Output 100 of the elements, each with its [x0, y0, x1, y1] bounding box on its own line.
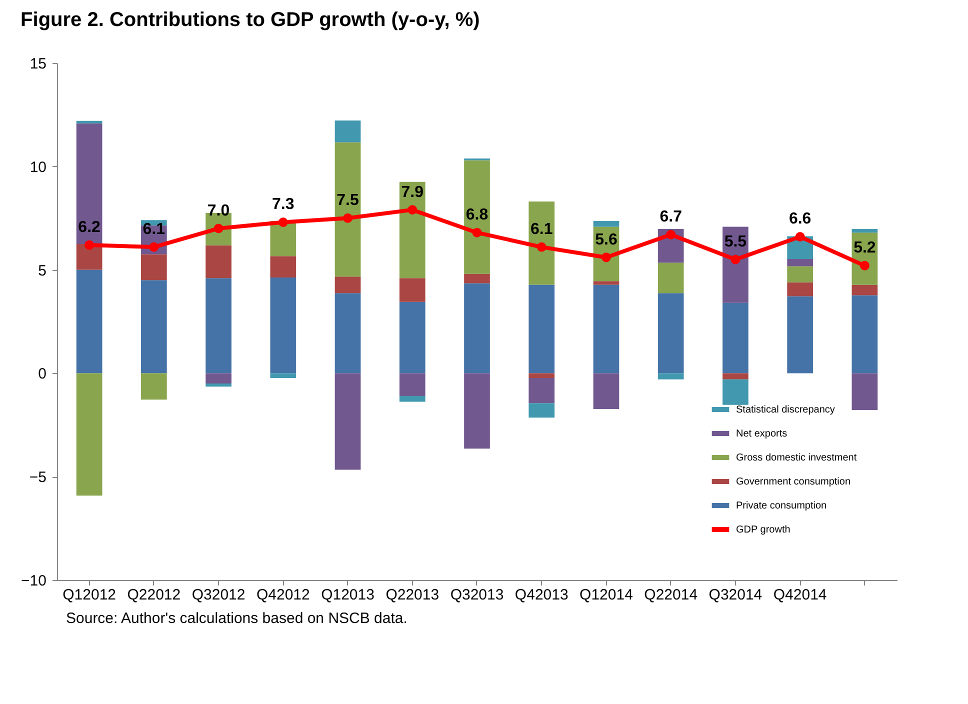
- point: [84, 240, 94, 250]
- point: [472, 228, 482, 238]
- data-label: 6.1: [530, 221, 553, 238]
- bar: [334, 276, 361, 294]
- x-tick-label: Q22012: [127, 586, 181, 604]
- legend-label: Private consumption: [736, 500, 827, 512]
- bar: [464, 373, 490, 449]
- bar: [722, 373, 748, 380]
- y-tick-label: 5: [38, 262, 46, 280]
- data-label: 5.5: [724, 233, 747, 250]
- bar: [206, 245, 232, 278]
- bar: [76, 373, 102, 496]
- x-tick-label: Q42013: [514, 586, 568, 604]
- bar: [722, 226, 748, 303]
- bar: [787, 282, 813, 296]
- legend-label: Government consumption: [736, 476, 851, 488]
- bar: [464, 160, 490, 274]
- bar: [270, 373, 296, 378]
- point: [408, 205, 418, 215]
- bar: [270, 277, 296, 374]
- bar: [852, 373, 878, 410]
- legend-label: GDP growth: [736, 524, 790, 536]
- point: [149, 242, 159, 252]
- source-note: Source: Author's calculations based on NSCB data.: [66, 610, 408, 627]
- bar: [658, 293, 684, 374]
- bar: [528, 373, 555, 378]
- bar: [76, 123, 102, 244]
- bar: [206, 384, 232, 387]
- data-label: 6.1: [142, 221, 166, 238]
- data-label: 6.2: [78, 218, 101, 236]
- bar: [852, 295, 878, 374]
- y-tick-label: 15: [30, 56, 46, 72]
- data-label: 5.6: [595, 231, 618, 248]
- data-label: 7.3: [272, 196, 294, 214]
- bar: [787, 296, 813, 374]
- bar: [399, 373, 426, 396]
- data-label: 6.7: [660, 208, 682, 226]
- bar: [334, 293, 361, 374]
- data-label: 6.6: [788, 210, 812, 228]
- bar: [141, 280, 167, 374]
- bar: [270, 256, 296, 278]
- point: [860, 260, 870, 270]
- data-label: 5.2: [854, 240, 876, 257]
- y-tick-label: 0: [38, 366, 46, 383]
- bar: [399, 278, 426, 302]
- bar: [334, 142, 361, 277]
- bar: [206, 373, 232, 384]
- data-label: 6.8: [466, 206, 488, 224]
- bar: [852, 284, 878, 296]
- point: [536, 242, 546, 252]
- bar: [528, 378, 555, 404]
- chart-title: Figure 2. Contributions to GDP growth (y-o-y, %): [20, 9, 480, 31]
- bar: [593, 373, 620, 409]
- x-tick-label: Q42014: [773, 586, 827, 604]
- bar: [593, 281, 620, 285]
- bar: [593, 284, 620, 374]
- bar: [399, 182, 426, 278]
- bar: [76, 120, 102, 124]
- bar: [141, 373, 167, 400]
- x-tick-label: Q22013: [386, 586, 440, 604]
- y-tick-label: −5: [29, 469, 46, 486]
- bar: [464, 274, 490, 284]
- point: [666, 230, 676, 240]
- x-tick-label: Q32014: [708, 586, 762, 604]
- bar: [722, 379, 748, 405]
- point: [601, 252, 611, 262]
- bar: [852, 229, 878, 233]
- bar: [658, 373, 684, 380]
- y-tick-label: −10: [21, 572, 46, 590]
- bar: [399, 396, 426, 402]
- legend-label: Gross domestic investment: [736, 452, 857, 464]
- bar: [334, 120, 361, 142]
- bar: [464, 283, 490, 374]
- bar: [593, 220, 620, 227]
- bar: [141, 254, 167, 280]
- y-tick-label: 10: [30, 158, 46, 176]
- point: [278, 218, 288, 227]
- bar: [787, 259, 813, 266]
- bar: [76, 270, 102, 374]
- bar: [787, 266, 813, 282]
- legend-label: Net exports: [736, 428, 788, 440]
- bar: [722, 302, 748, 374]
- data-label: 7.9: [401, 184, 424, 201]
- x-tick-label: Q22014: [644, 586, 698, 604]
- data-label: 7.5: [336, 192, 359, 210]
- bar: [658, 262, 684, 294]
- point: [795, 232, 805, 242]
- x-tick-label: Q12013: [321, 586, 374, 604]
- bar: [528, 284, 555, 374]
- x-tick-label: Q12012: [62, 586, 116, 604]
- bar: [334, 373, 361, 470]
- bar: [206, 278, 232, 374]
- bar: [528, 202, 555, 285]
- x-tick-label: Q42012: [256, 586, 310, 604]
- x-tick-label: Q32012: [192, 586, 246, 604]
- bar: [528, 403, 555, 418]
- x-tick-label: Q12014: [580, 586, 633, 604]
- bar: [399, 302, 426, 374]
- point: [343, 213, 353, 223]
- x-tick-label: Q32013: [450, 586, 504, 604]
